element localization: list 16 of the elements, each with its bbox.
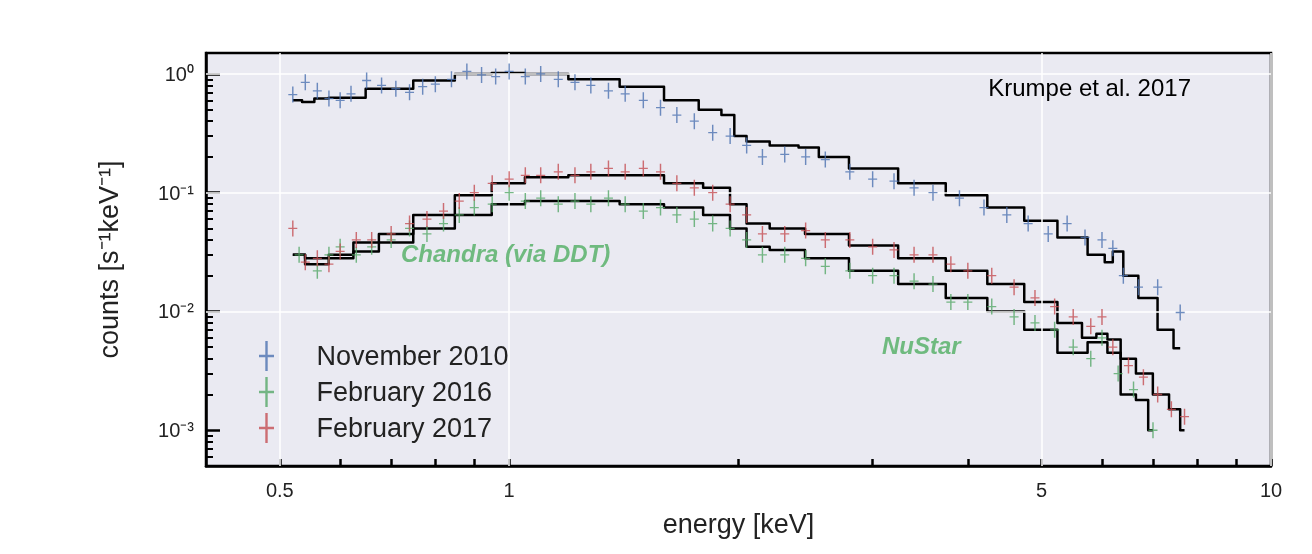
legend-label: February 2016 (316, 377, 493, 407)
annotation: Krumpe et al. 2017 (988, 73, 1191, 101)
x-tick-label: 10 (1259, 479, 1283, 501)
y-axis-title: counts [s⁻¹keV⁻¹] (93, 160, 124, 359)
legend-label: November 2010 (316, 341, 509, 371)
legend-label: February 2017 (316, 413, 493, 443)
y-tick-label: 10⁰ (164, 62, 194, 85)
x-axis-title: energy [keV] (662, 508, 815, 539)
x-tick-label: 1 (503, 479, 515, 501)
x-tick-label: 0.5 (265, 479, 294, 501)
y-tick-label: 10⁻³ (158, 419, 195, 442)
y-tick-label: 10⁻² (158, 300, 195, 323)
annotation: NuStar (882, 331, 963, 359)
annotation: Chandra (via DDT) (401, 239, 611, 267)
x-tick-label: 5 (1036, 479, 1048, 501)
y-tick-label: 10⁻¹ (158, 181, 195, 204)
